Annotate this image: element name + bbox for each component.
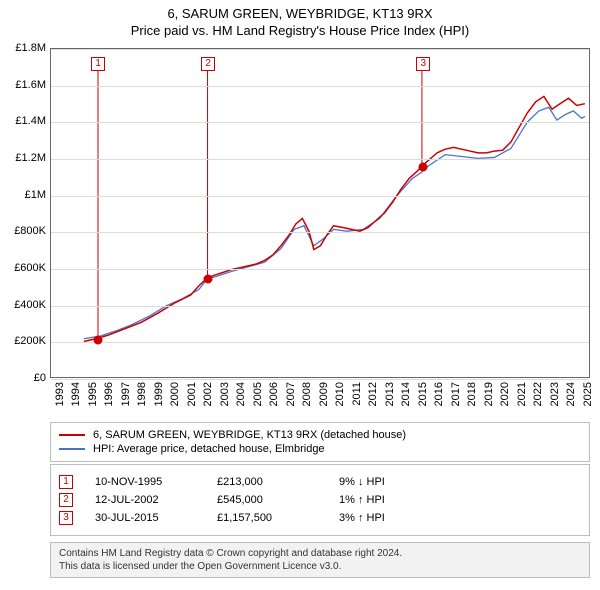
x-tick-label: 2008 [301,382,313,406]
sale-delta: 3% ↑ HPI [339,512,439,524]
x-tick-label: 1995 [87,382,99,406]
sale-price: £1,157,500 [217,512,317,524]
x-tick-label: 1993 [54,382,66,406]
x-tick-label: 2018 [466,382,478,406]
y-tick-label: £600K [2,262,46,274]
gridline [51,196,589,197]
sale-date: 30-JUL-2015 [95,512,195,524]
x-tick-label: 2005 [252,382,264,406]
legend-label: 6, SARUM GREEN, WEYBRIDGE, KT13 9RX (det… [93,429,406,441]
legend-swatch [59,434,85,436]
x-tick-label: 2001 [186,382,198,406]
x-tick-label: 1996 [103,382,115,406]
gridline [51,159,589,160]
x-tick-label: 1997 [120,382,132,406]
x-tick-label: 2019 [483,382,495,406]
series-hpi [84,107,585,338]
x-tick-label: 1999 [153,382,165,406]
x-tick-label: 2016 [433,382,445,406]
sale-delta: 9% ↓ HPI [339,476,439,488]
x-tick-label: 2007 [285,382,297,406]
gridline [51,379,589,380]
sale-row: 3 30-JUL-2015 £1,157,500 3% ↑ HPI [59,511,581,525]
y-tick-label: £0 [2,372,46,384]
y-tick-label: £1M [2,189,46,201]
sale-delta: 1% ↑ HPI [339,494,439,506]
y-tick-label: £400K [2,299,46,311]
x-tick-label: 2014 [400,382,412,406]
sales-table: 1 10-NOV-1995 £213,000 9% ↓ HPI 2 12-JUL… [50,464,590,536]
sale-row: 1 10-NOV-1995 £213,000 9% ↓ HPI [59,475,581,489]
x-tick-label: 2009 [318,382,330,406]
marker-index-badge: 2 [201,57,215,71]
legend-item: HPI: Average price, detached house, Elmb… [59,443,581,455]
sale-index-badge: 1 [59,475,73,489]
sale-index-badge: 3 [59,511,73,525]
x-tick-label: 2025 [582,382,594,406]
marker-index-badge: 3 [416,57,430,71]
gridline [51,86,589,87]
marker-index-badge: 1 [91,57,105,71]
legend-item: 6, SARUM GREEN, WEYBRIDGE, KT13 9RX (det… [59,429,581,441]
gridline [51,342,589,343]
x-tick-label: 2024 [565,382,577,406]
x-tick-label: 2013 [384,382,396,406]
attribution: Contains HM Land Registry data © Crown c… [50,542,590,578]
x-tick-label: 2000 [169,382,181,406]
sale-row: 2 12-JUL-2002 £545,000 1% ↑ HPI [59,493,581,507]
x-tick-label: 1998 [136,382,148,406]
gridline [51,269,589,270]
x-tick-label: 2006 [268,382,280,406]
plot-area: 1 2 3 [50,48,590,378]
gridline [51,306,589,307]
x-tick-label: 2020 [499,382,511,406]
gridline [51,232,589,233]
x-tick-label: 2002 [202,382,214,406]
attribution-line: This data is licensed under the Open Gov… [59,560,581,573]
marker-dot [204,275,213,284]
chart-subtitle: Price paid vs. HM Land Registry's House … [0,23,600,38]
sale-price: £213,000 [217,476,317,488]
y-tick-label: £1.8M [2,42,46,54]
x-tick-label: 2015 [417,382,429,406]
x-tick-label: 2023 [549,382,561,406]
chart-title-block: 6, SARUM GREEN, WEYBRIDGE, KT13 9RX Pric… [0,0,600,38]
legend: 6, SARUM GREEN, WEYBRIDGE, KT13 9RX (det… [50,422,590,462]
sale-date: 10-NOV-1995 [95,476,195,488]
x-tick-label: 2021 [516,382,528,406]
x-tick-label: 2022 [532,382,544,406]
marker-dot [419,162,428,171]
x-tick-label: 1994 [70,382,82,406]
gridline [51,122,589,123]
gridline [51,49,589,50]
sale-price: £545,000 [217,494,317,506]
series-svg [51,49,589,377]
x-tick-label: 2012 [367,382,379,406]
y-tick-label: £800K [2,225,46,237]
sale-index-badge: 2 [59,493,73,507]
marker-dot [94,335,103,344]
x-tick-label: 2017 [450,382,462,406]
chart-title: 6, SARUM GREEN, WEYBRIDGE, KT13 9RX [0,6,600,21]
y-tick-label: £1.6M [2,79,46,91]
legend-swatch [59,448,85,450]
x-tick-label: 2010 [334,382,346,406]
y-tick-label: £1.4M [2,115,46,127]
y-tick-label: £200K [2,335,46,347]
y-tick-label: £1.2M [2,152,46,164]
x-tick-label: 2004 [235,382,247,406]
x-tick-label: 2003 [219,382,231,406]
sale-date: 12-JUL-2002 [95,494,195,506]
x-tick-label: 2011 [351,382,363,406]
attribution-line: Contains HM Land Registry data © Crown c… [59,547,581,560]
price-chart: 6, SARUM GREEN, WEYBRIDGE, KT13 9RX Pric… [0,0,600,590]
legend-label: HPI: Average price, detached house, Elmb… [93,443,325,455]
